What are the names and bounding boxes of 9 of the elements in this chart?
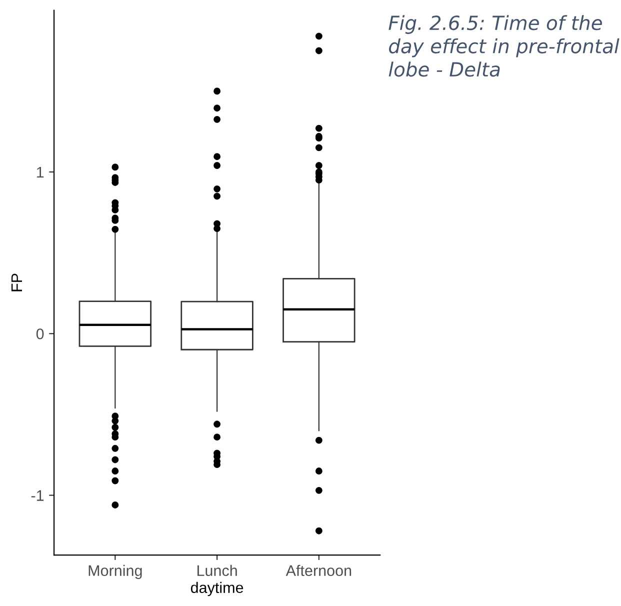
- x-tick-label: Afternoon: [286, 564, 352, 576]
- y-axis-title: FP: [11, 274, 22, 292]
- x-axis-title: daytime: [190, 582, 244, 596]
- y-tick-label: 0: [36, 328, 44, 340]
- caption: Fig. 2.6.5: Time of the day effect in pre-frontal lobe - Delta: [388, 15, 620, 77]
- x-tick-label: Morning: [88, 564, 142, 580]
- y-tick-label: -1: [31, 490, 44, 501]
- x-tick-label: Lunch: [197, 564, 237, 576]
- y-tick-label: 1: [36, 166, 44, 178]
